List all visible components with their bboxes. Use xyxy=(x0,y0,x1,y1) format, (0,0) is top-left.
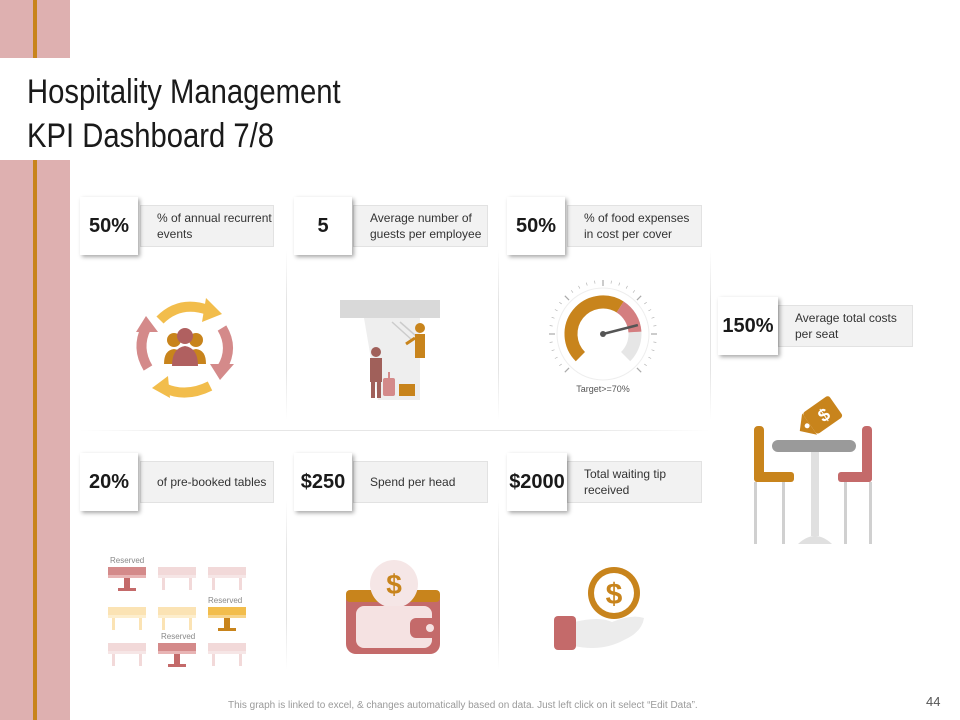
kpi-value-spend-per-head: $250 xyxy=(294,453,352,511)
gauge-target-arc xyxy=(616,301,642,333)
table-reserved: Reserved xyxy=(208,596,246,631)
svg-text:Reserved: Reserved xyxy=(208,596,242,605)
table-free xyxy=(158,567,196,590)
gauge-tick xyxy=(648,356,652,359)
divider xyxy=(286,500,287,670)
kpi-label-costs-per-seat: Average total costs per seat xyxy=(778,305,913,347)
gauge-value-arc xyxy=(564,295,624,362)
gauge-needle xyxy=(602,323,639,336)
table-free xyxy=(208,567,246,590)
gauge-tick xyxy=(636,295,642,301)
title-box xyxy=(0,58,400,160)
gauge-target-label: Target>=70% xyxy=(576,384,630,394)
kpi-label-annual-events: % of annual recurrent events xyxy=(140,205,274,247)
table-free xyxy=(108,643,146,666)
table-reserved: Reserved xyxy=(158,632,196,667)
divider xyxy=(80,430,710,431)
svg-text:Reserved: Reserved xyxy=(161,632,195,641)
svg-text:$: $ xyxy=(386,569,402,600)
kpi-value-annual-events: 50% xyxy=(80,197,138,255)
divider xyxy=(286,250,287,420)
decorative-gold-line xyxy=(33,0,37,720)
kpi-value-waiting-tip: $2000 xyxy=(507,453,567,511)
gauge-tick xyxy=(636,367,642,373)
divider xyxy=(710,250,711,420)
kpi-label-pre-booked-tables: of pre-booked tables xyxy=(140,461,274,503)
title-line-1: Hospitality Management xyxy=(27,73,341,111)
gauge-tick xyxy=(564,367,570,373)
gauge-tick xyxy=(554,356,558,359)
gauge-tick xyxy=(559,363,562,366)
table-reserved: Reserved xyxy=(108,556,146,591)
kpi-label-food-expenses: % of food expenses in cost per cover xyxy=(567,205,702,247)
hotel-lobby-icon xyxy=(340,300,440,400)
gauge-tick xyxy=(551,317,555,319)
divider xyxy=(498,500,499,670)
gauge-tick xyxy=(571,290,574,293)
gauge-tick xyxy=(564,295,570,301)
kpi-value-pre-booked-tables: 20% xyxy=(80,453,138,511)
kpi-value-food-expenses: 50% xyxy=(507,197,565,255)
gauge-tick xyxy=(651,317,655,319)
table-free xyxy=(108,607,146,630)
kpi-label-guests-per-employee: Average number of guests per employee xyxy=(353,205,488,247)
page-number: 44 xyxy=(926,694,941,709)
gauge-ticks xyxy=(549,280,657,373)
gauge-tick xyxy=(586,282,588,286)
tip-hand-icon: $ xyxy=(554,567,644,650)
gauge-tick xyxy=(651,349,655,351)
kpi-value-guests-per-employee: 5 xyxy=(294,197,352,255)
kpi-value-costs-per-seat: 150% xyxy=(718,297,778,355)
gauge-tick xyxy=(644,302,647,305)
title-line-2: KPI Dashboard 7/8 xyxy=(27,117,275,155)
divider xyxy=(498,250,499,420)
gauge-tick xyxy=(644,363,647,366)
gauge-tick xyxy=(625,285,628,289)
page-title: Hospitality Management KPI Dashboard 7/8 xyxy=(27,70,341,158)
gauge-tick xyxy=(648,309,652,312)
recurring-events-icon xyxy=(136,298,234,398)
pre-booked-tables-grid: Reserved Reserved xyxy=(108,556,246,667)
svg-text:Reserved: Reserved xyxy=(110,556,144,565)
table-free xyxy=(208,643,246,666)
gauge-tick xyxy=(618,282,620,286)
gauge-tick xyxy=(551,349,555,351)
table-free xyxy=(158,607,196,630)
food-expense-gauge: Target>=70% xyxy=(549,280,657,394)
gauge-tick xyxy=(554,309,558,312)
footer-note: This graph is linked to excel, & changes… xyxy=(228,700,698,711)
wallet-icon: $ xyxy=(346,560,440,654)
kpi-label-spend-per-head: Spend per head xyxy=(353,461,488,503)
svg-text:$: $ xyxy=(606,578,623,611)
gauge-tick xyxy=(632,290,635,293)
gauge-tick xyxy=(578,285,581,289)
kpi-label-waiting-tip: Total waiting tip received xyxy=(567,461,702,503)
dining-table-icon: $ xyxy=(754,396,872,544)
gauge-tick xyxy=(559,302,562,305)
